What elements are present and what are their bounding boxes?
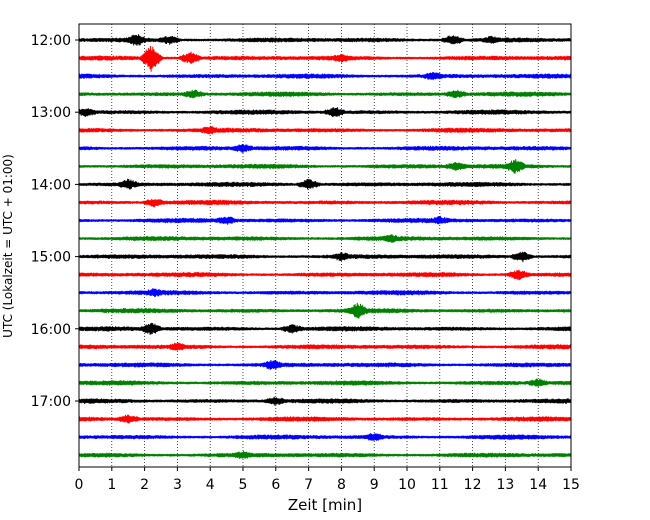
x-tick-label: 7 xyxy=(304,477,313,493)
trace-line xyxy=(78,342,572,351)
x-tick-label: 15 xyxy=(562,477,580,493)
trace-line xyxy=(78,72,572,81)
y-tick-label: 15:00 xyxy=(31,250,71,266)
trace-line xyxy=(78,322,572,335)
x-tick-label: 8 xyxy=(337,477,346,493)
trace-line xyxy=(78,215,572,225)
trace-line xyxy=(78,198,572,208)
plot-background xyxy=(79,24,571,467)
trace-line xyxy=(78,45,572,72)
trace-line xyxy=(78,288,572,297)
trace-line xyxy=(78,234,572,243)
trace-line xyxy=(78,302,572,319)
x-grid xyxy=(111,24,539,467)
x-tick-label: 1 xyxy=(107,477,116,493)
x-axis-label: Zeit [min] xyxy=(288,496,362,514)
y-axis: 12:00 13:00 14:00 15:00 16:00 17:00 xyxy=(31,33,79,410)
y-tick-label: 14:00 xyxy=(31,177,71,193)
x-tick-label: 14 xyxy=(529,477,547,493)
y-tick-label: 12:00 xyxy=(31,33,71,49)
y-axis-label: UTC (Lokalzeit = UTC + 01:00) xyxy=(1,154,15,338)
x-tick-label: 6 xyxy=(271,477,280,493)
trace-line xyxy=(78,396,572,406)
x-tick-label: 4 xyxy=(206,477,215,493)
trace-line xyxy=(78,433,572,441)
trace-line xyxy=(78,106,572,118)
x-tick-label: 13 xyxy=(496,477,514,493)
trace-line xyxy=(78,414,572,424)
trace-line xyxy=(78,378,572,388)
traces xyxy=(78,34,572,460)
x-tick-label: 10 xyxy=(398,477,416,493)
trace-line xyxy=(78,34,572,46)
trace-line xyxy=(78,89,572,99)
trace-line xyxy=(78,143,572,154)
y-tick-label: 16:00 xyxy=(31,322,71,338)
trace-line xyxy=(78,158,572,174)
x-tick-label: 11 xyxy=(431,477,449,493)
x-tick-label: 0 xyxy=(75,477,84,493)
trace-line xyxy=(78,178,572,190)
y-tick-label: 17:00 xyxy=(31,394,71,410)
plot-frame xyxy=(78,23,572,468)
trace-line xyxy=(78,251,572,263)
trace-line xyxy=(78,125,572,135)
trace-line xyxy=(78,451,572,460)
x-tick-label: 2 xyxy=(140,477,149,493)
x-axis: 0 1 2 3 4 5 6 7 8 9 10 11 12 13 14 15 xyxy=(75,467,580,493)
trace-line xyxy=(78,269,572,281)
x-tick-label: 12 xyxy=(464,477,482,493)
y-tick-label: 13:00 xyxy=(31,105,71,121)
x-tick-label: 5 xyxy=(239,477,248,493)
x-tick-label: 9 xyxy=(370,477,379,493)
trace-line xyxy=(78,359,572,370)
x-tick-label: 3 xyxy=(173,477,182,493)
